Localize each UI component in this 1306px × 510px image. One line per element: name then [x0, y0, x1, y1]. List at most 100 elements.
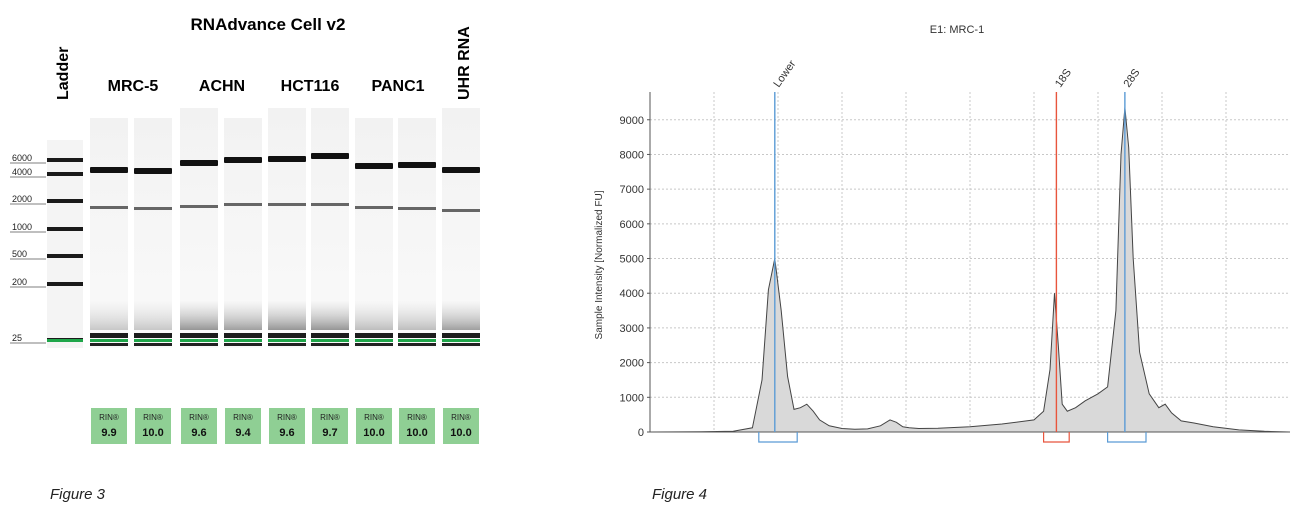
- ladder-band: [47, 227, 83, 231]
- low-mw-smear: [398, 300, 436, 330]
- uhr-label: UHR RNA: [456, 26, 473, 100]
- rin-box: RIN® 9.9: [91, 408, 127, 444]
- peak-lower-label: Lower: [771, 58, 798, 90]
- lower-marker-band: [311, 339, 349, 342]
- marker-shadow: [355, 343, 393, 346]
- rin-value: 10.0: [406, 427, 427, 439]
- size-marker-label: 500: [12, 249, 27, 259]
- y-tick-label: 1000: [620, 392, 644, 404]
- lane-group-label: ACHN: [199, 78, 245, 95]
- lower-marker-band: [442, 339, 480, 342]
- y-axis-label: Sample Intensity [Normalized FU]: [594, 190, 605, 339]
- band-28s: [398, 162, 436, 168]
- size-marker-label: 6000: [12, 153, 32, 163]
- rin-value: 9.6: [191, 427, 206, 439]
- rin-label: RIN®: [189, 413, 209, 422]
- marker-shadow: [90, 343, 128, 346]
- band-18s: [311, 203, 349, 206]
- rin-label: RIN®: [451, 413, 471, 422]
- rin-box-bg: [225, 408, 261, 444]
- rin-box-bg: [356, 408, 392, 444]
- ladder-lower-marker: [47, 339, 83, 342]
- ladder-band: [47, 282, 83, 286]
- low-mw-smear: [268, 300, 306, 330]
- y-tick-label: 6000: [620, 219, 644, 231]
- small-rna-band: [398, 333, 436, 338]
- rin-value: 9.4: [235, 427, 251, 439]
- small-rna-band: [442, 333, 480, 338]
- lane-group-label: HCT116: [281, 78, 340, 95]
- figure-3-caption: Figure 3: [50, 486, 106, 503]
- rin-box-bg: [443, 408, 479, 444]
- band-18s: [90, 206, 128, 209]
- size-marker-label: 1000: [12, 222, 32, 232]
- band-18s: [398, 207, 436, 210]
- low-mw-smear: [90, 300, 128, 330]
- y-tick-label: 9000: [620, 115, 644, 127]
- size-marker-label: 25: [12, 333, 22, 343]
- lane-group-label: MRC-5: [108, 78, 159, 95]
- low-mw-smear: [442, 300, 480, 330]
- band-28s: [355, 163, 393, 169]
- rin-box: RIN® 9.7: [312, 408, 348, 444]
- band-28s: [180, 160, 218, 166]
- lower-marker-band: [180, 339, 218, 342]
- low-mw-smear: [180, 300, 218, 330]
- peak-28s-range: [1106, 432, 1147, 443]
- y-tick-label: 2000: [620, 358, 644, 370]
- rin-label: RIN®: [320, 413, 340, 422]
- rin-value: 9.6: [279, 427, 294, 439]
- electropherogram-panel: E1: MRC-1 Sample Intensity [Normalized F…: [594, 24, 1291, 443]
- rin-box: RIN® 9.6: [269, 408, 305, 444]
- band-28s: [442, 167, 480, 173]
- y-tick-label: 4000: [620, 288, 644, 300]
- chart-title: E1: MRC-1: [930, 24, 984, 36]
- rin-value: 10.0: [142, 427, 163, 439]
- gel-image-panel: RNAdvance Cell v2 Ladder UHR RNA MRC-5 AC…: [10, 15, 480, 444]
- band-18s: [224, 203, 262, 206]
- y-tick-label: 0: [638, 427, 644, 439]
- rin-label: RIN®: [233, 413, 253, 422]
- rin-label: RIN®: [407, 413, 427, 422]
- marker-shadow: [442, 343, 480, 346]
- band-28s: [90, 167, 128, 173]
- rin-box: RIN® 9.4: [225, 408, 261, 444]
- band-28s: [134, 168, 172, 174]
- size-marker-label: 2000: [12, 194, 32, 204]
- lower-marker-band: [134, 339, 172, 342]
- band-18s: [180, 205, 218, 208]
- gel-title: RNAdvance Cell v2: [191, 15, 346, 34]
- size-marker-label: 200: [12, 277, 27, 287]
- rin-box-bg: [135, 408, 171, 444]
- rin-box: RIN® 10.0: [135, 408, 171, 444]
- low-mw-smear: [355, 300, 393, 330]
- band-18s: [134, 207, 172, 210]
- lower-marker-band: [398, 339, 436, 342]
- ladder-band: [47, 172, 83, 176]
- ladder-band: [47, 158, 83, 162]
- small-rna-band: [355, 333, 393, 338]
- rin-box: RIN® 9.6: [181, 408, 217, 444]
- band-18s: [268, 203, 306, 206]
- rin-box-bg: [399, 408, 435, 444]
- peak-28s-label: 28S: [1122, 67, 1143, 90]
- low-mw-smear: [224, 300, 262, 330]
- rin-box-bg: [312, 408, 348, 444]
- lower-marker-band: [90, 339, 128, 342]
- lower-marker-band: [268, 339, 306, 342]
- y-tick-label: 8000: [620, 149, 644, 161]
- ladder-band: [47, 199, 83, 203]
- marker-shadow: [398, 343, 436, 346]
- rin-label: RIN®: [277, 413, 297, 422]
- figure-4-caption: Figure 4: [652, 486, 708, 503]
- band-18s: [355, 206, 393, 209]
- marker-shadow: [180, 343, 218, 346]
- ladder-label: Ladder: [55, 47, 72, 100]
- marker-shadow: [268, 343, 306, 346]
- peak-18s-range: [1043, 432, 1070, 443]
- band-28s: [311, 153, 349, 159]
- peak-18s-label: 18S: [1053, 67, 1074, 90]
- rin-box: RIN® 10.0: [399, 408, 435, 444]
- trace-area: [649, 107, 1291, 433]
- small-rna-band: [134, 333, 172, 338]
